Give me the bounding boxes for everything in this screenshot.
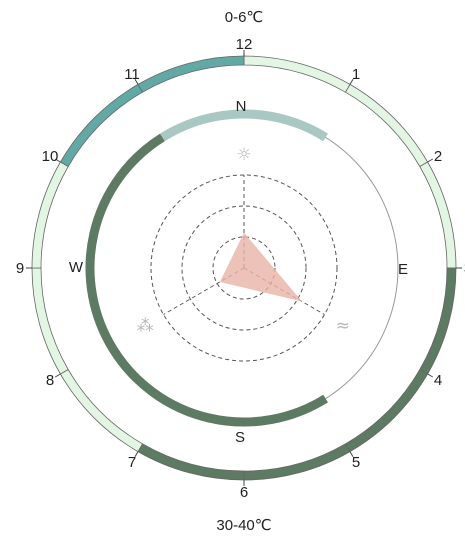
compass-arc-1 xyxy=(160,109,328,142)
hour-label-4: 4 xyxy=(434,372,442,389)
hour-label-6: 6 xyxy=(240,484,248,501)
top-temperature-label: 0-6℃ xyxy=(225,9,264,26)
radar-chart: ☼ ≈ ⁂ xyxy=(137,145,350,362)
sun-icon: ☼ xyxy=(236,145,251,165)
compass-south-label: S xyxy=(235,429,245,446)
compass-east-label: E xyxy=(398,261,408,278)
hour-segment-5 xyxy=(344,368,429,453)
hour-tick-10 xyxy=(54,158,61,163)
hour-tick-8 xyxy=(54,373,61,378)
hour-segment-9 xyxy=(31,267,69,375)
hour-segment-1 xyxy=(243,55,351,93)
hour-tick-7 xyxy=(134,451,139,458)
hour-segment-4 xyxy=(419,267,457,375)
hour-segment-11 xyxy=(59,83,144,168)
wind-icon: ≈ xyxy=(336,316,350,336)
compass-ring xyxy=(85,109,399,427)
hour-tick-5 xyxy=(349,451,354,458)
hour-tick-4 xyxy=(427,373,434,378)
hour-label-1: 1 xyxy=(352,66,360,83)
compass-north-label: N xyxy=(236,98,247,115)
hour-label-11: 11 xyxy=(124,66,140,83)
hour-tick-2 xyxy=(427,158,434,163)
hour-segment-8 xyxy=(59,368,144,453)
hour-segment-10 xyxy=(31,161,69,269)
hour-label-5: 5 xyxy=(352,454,360,471)
hour-label-9: 9 xyxy=(16,260,24,277)
hour-segment-6 xyxy=(243,443,351,481)
hour-segment-3 xyxy=(419,161,457,269)
hour-label-2: 2 xyxy=(434,148,442,165)
radar-ring-2 xyxy=(181,205,307,331)
hour-label-12: 12 xyxy=(236,36,253,53)
hour-tick-11 xyxy=(134,78,139,85)
hour-segment-12 xyxy=(137,55,245,93)
hour-ring: 121234567891011 xyxy=(16,36,465,501)
hour-label-7: 7 xyxy=(128,454,136,471)
compass-west-label: W xyxy=(69,259,84,276)
hour-tick-1 xyxy=(349,78,354,85)
hour-label-3: 3 xyxy=(464,260,465,277)
radar-ring-1 xyxy=(212,236,276,300)
compass-arc-2 xyxy=(85,133,328,427)
hour-label-10: 10 xyxy=(42,148,59,165)
rain-icon: ⁂ xyxy=(137,316,154,336)
hour-segment-7 xyxy=(137,443,245,481)
hour-label-8: 8 xyxy=(46,372,54,389)
bottom-temperature-label: 30-40℃ xyxy=(216,517,271,534)
hour-segment-2 xyxy=(344,83,429,168)
radar-area xyxy=(219,232,302,302)
